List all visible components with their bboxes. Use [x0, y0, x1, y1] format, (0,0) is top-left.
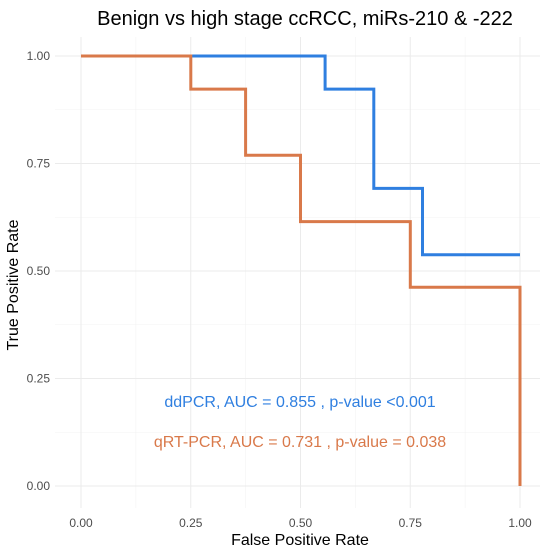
y-tick-label: 0.25: [27, 372, 51, 386]
annotation-qrtpcr: qRT-PCR, AUC = 0.731 , p-value = 0.038: [154, 434, 446, 451]
x-tick-label: 0.75: [399, 516, 423, 530]
y-axis-title: True Positive Rate: [5, 219, 22, 350]
x-axis-title: False Positive Rate: [231, 532, 369, 549]
x-tick-label: 0.50: [289, 516, 313, 530]
x-tick-label: 0.25: [179, 516, 203, 530]
roc-curve-0: [81, 54, 520, 257]
x-tick-label: 0.00: [69, 516, 93, 530]
annotation-ddpcr: ddPCR, AUC = 0.855 , p-value <0.001: [164, 394, 435, 411]
tick-labels: 0.00 0.25 0.50 0.75 1.00 0.00 0.25 0.50 0.75 1.00: [27, 49, 532, 530]
y-tick-label: 0.50: [27, 264, 51, 278]
y-tick-label: 0.75: [27, 157, 51, 171]
series-group: [81, 54, 522, 486]
y-tick-label: 0.00: [27, 479, 51, 493]
y-tick-label: 1.00: [27, 49, 51, 63]
chart-title: Benign vs high stage ccRCC, miRs-210 & -…: [97, 8, 513, 30]
x-tick-label: 1.00: [508, 516, 532, 530]
roc-curve-1: [81, 54, 522, 486]
